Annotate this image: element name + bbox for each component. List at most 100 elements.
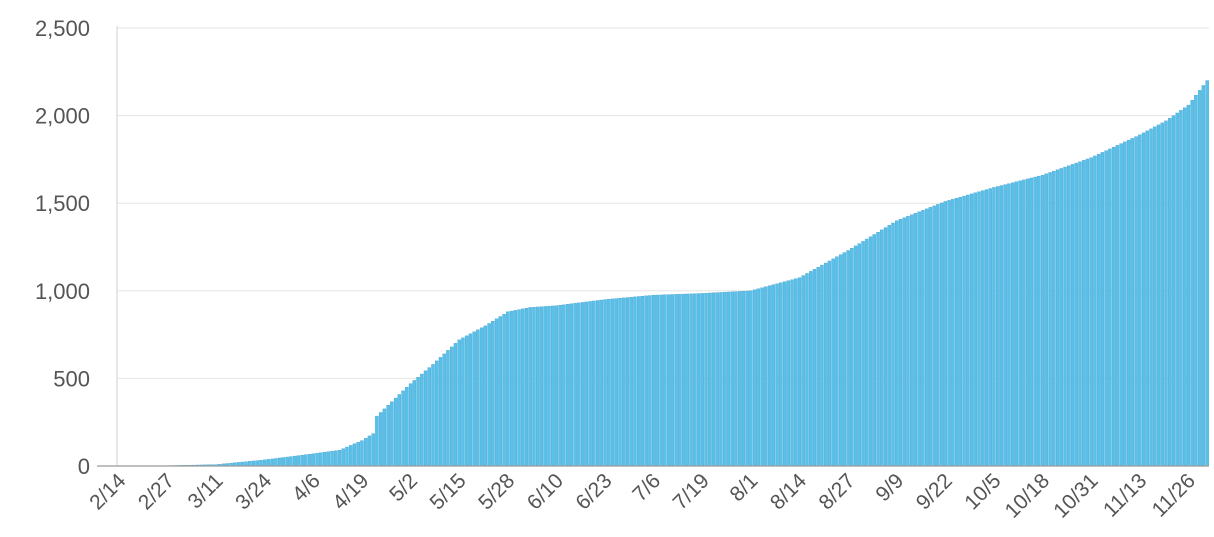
bar — [479, 327, 484, 467]
bar — [307, 454, 312, 467]
bar — [259, 460, 263, 467]
bar — [1156, 124, 1161, 467]
bar — [1160, 122, 1164, 467]
bar — [659, 294, 663, 467]
bar — [835, 256, 839, 467]
bar — [786, 280, 790, 467]
bar — [752, 289, 757, 467]
bar — [857, 243, 862, 467]
bar — [244, 461, 248, 467]
bar — [984, 189, 989, 467]
y-axis-tick-labels: 0 500 1,000 1,500 2,000 2,500 — [35, 16, 90, 479]
bar — [371, 433, 375, 467]
bar — [614, 298, 618, 467]
bar — [801, 275, 805, 467]
bar — [1074, 162, 1078, 467]
bar — [446, 350, 450, 467]
bar — [715, 292, 719, 467]
bar — [973, 192, 977, 467]
bar — [737, 291, 742, 467]
bar — [797, 277, 802, 467]
bar — [831, 258, 835, 467]
bar — [1067, 165, 1071, 467]
bar — [764, 286, 768, 467]
bar — [779, 282, 783, 467]
x-tick-label: 10/5 — [960, 469, 1005, 514]
bar — [1126, 139, 1131, 467]
x-tick-label: 7/19 — [669, 469, 714, 514]
bar — [341, 448, 345, 467]
bar — [405, 387, 409, 467]
bar — [636, 296, 641, 467]
x-tick-label: 4/19 — [328, 469, 373, 514]
bar — [1055, 169, 1060, 467]
bar — [393, 397, 398, 467]
bar — [319, 452, 323, 467]
bar — [427, 367, 431, 467]
bar — [588, 301, 592, 467]
x-tick-label: 8/27 — [814, 469, 859, 514]
bar — [767, 285, 772, 467]
bar — [1186, 104, 1191, 467]
bar — [745, 290, 749, 467]
bar — [1164, 120, 1168, 467]
bar — [902, 217, 906, 467]
bar — [292, 455, 297, 467]
bar — [506, 311, 510, 467]
bar — [719, 292, 723, 467]
bar — [494, 318, 499, 467]
bar — [1082, 160, 1086, 467]
y-tick-label: 2,500 — [35, 16, 90, 41]
bar — [386, 405, 390, 467]
bar — [1130, 138, 1135, 467]
bar — [1037, 175, 1041, 467]
bar — [502, 313, 506, 467]
bar — [954, 198, 959, 467]
x-tick-label: 9/9 — [871, 469, 908, 506]
bar — [603, 299, 607, 467]
bar — [693, 293, 697, 467]
bar — [281, 457, 286, 467]
bar — [730, 291, 734, 467]
bar — [554, 305, 559, 467]
bar — [356, 442, 360, 467]
bar — [1085, 158, 1090, 467]
bar — [741, 291, 746, 467]
bar — [633, 296, 637, 467]
bar — [558, 305, 562, 467]
bar — [618, 298, 622, 467]
bar — [921, 210, 925, 467]
y-tick-label: 1,500 — [35, 191, 90, 216]
bar — [1040, 174, 1045, 467]
bar — [1197, 90, 1202, 467]
bar — [629, 297, 633, 467]
bar — [1003, 184, 1007, 467]
axes — [97, 26, 1209, 467]
bar — [363, 438, 368, 467]
bar — [644, 295, 648, 467]
bar — [969, 193, 974, 467]
bar — [816, 267, 820, 467]
bar — [917, 211, 921, 467]
bar — [349, 445, 353, 467]
bar — [435, 360, 439, 467]
bar — [958, 196, 963, 467]
bar — [943, 201, 948, 467]
bar — [734, 291, 738, 467]
bar — [360, 440, 364, 467]
x-tick-label: 5/15 — [426, 469, 471, 514]
bar — [352, 443, 357, 467]
bar — [1111, 146, 1116, 467]
bar — [936, 204, 940, 467]
bar — [367, 435, 372, 467]
bar — [289, 456, 293, 467]
bars — [120, 80, 1209, 467]
bar — [880, 229, 884, 467]
bar — [749, 290, 753, 467]
bar — [528, 307, 532, 467]
bar — [1205, 80, 1209, 467]
bar — [1044, 173, 1049, 467]
bar — [420, 373, 424, 467]
bar — [468, 333, 473, 467]
